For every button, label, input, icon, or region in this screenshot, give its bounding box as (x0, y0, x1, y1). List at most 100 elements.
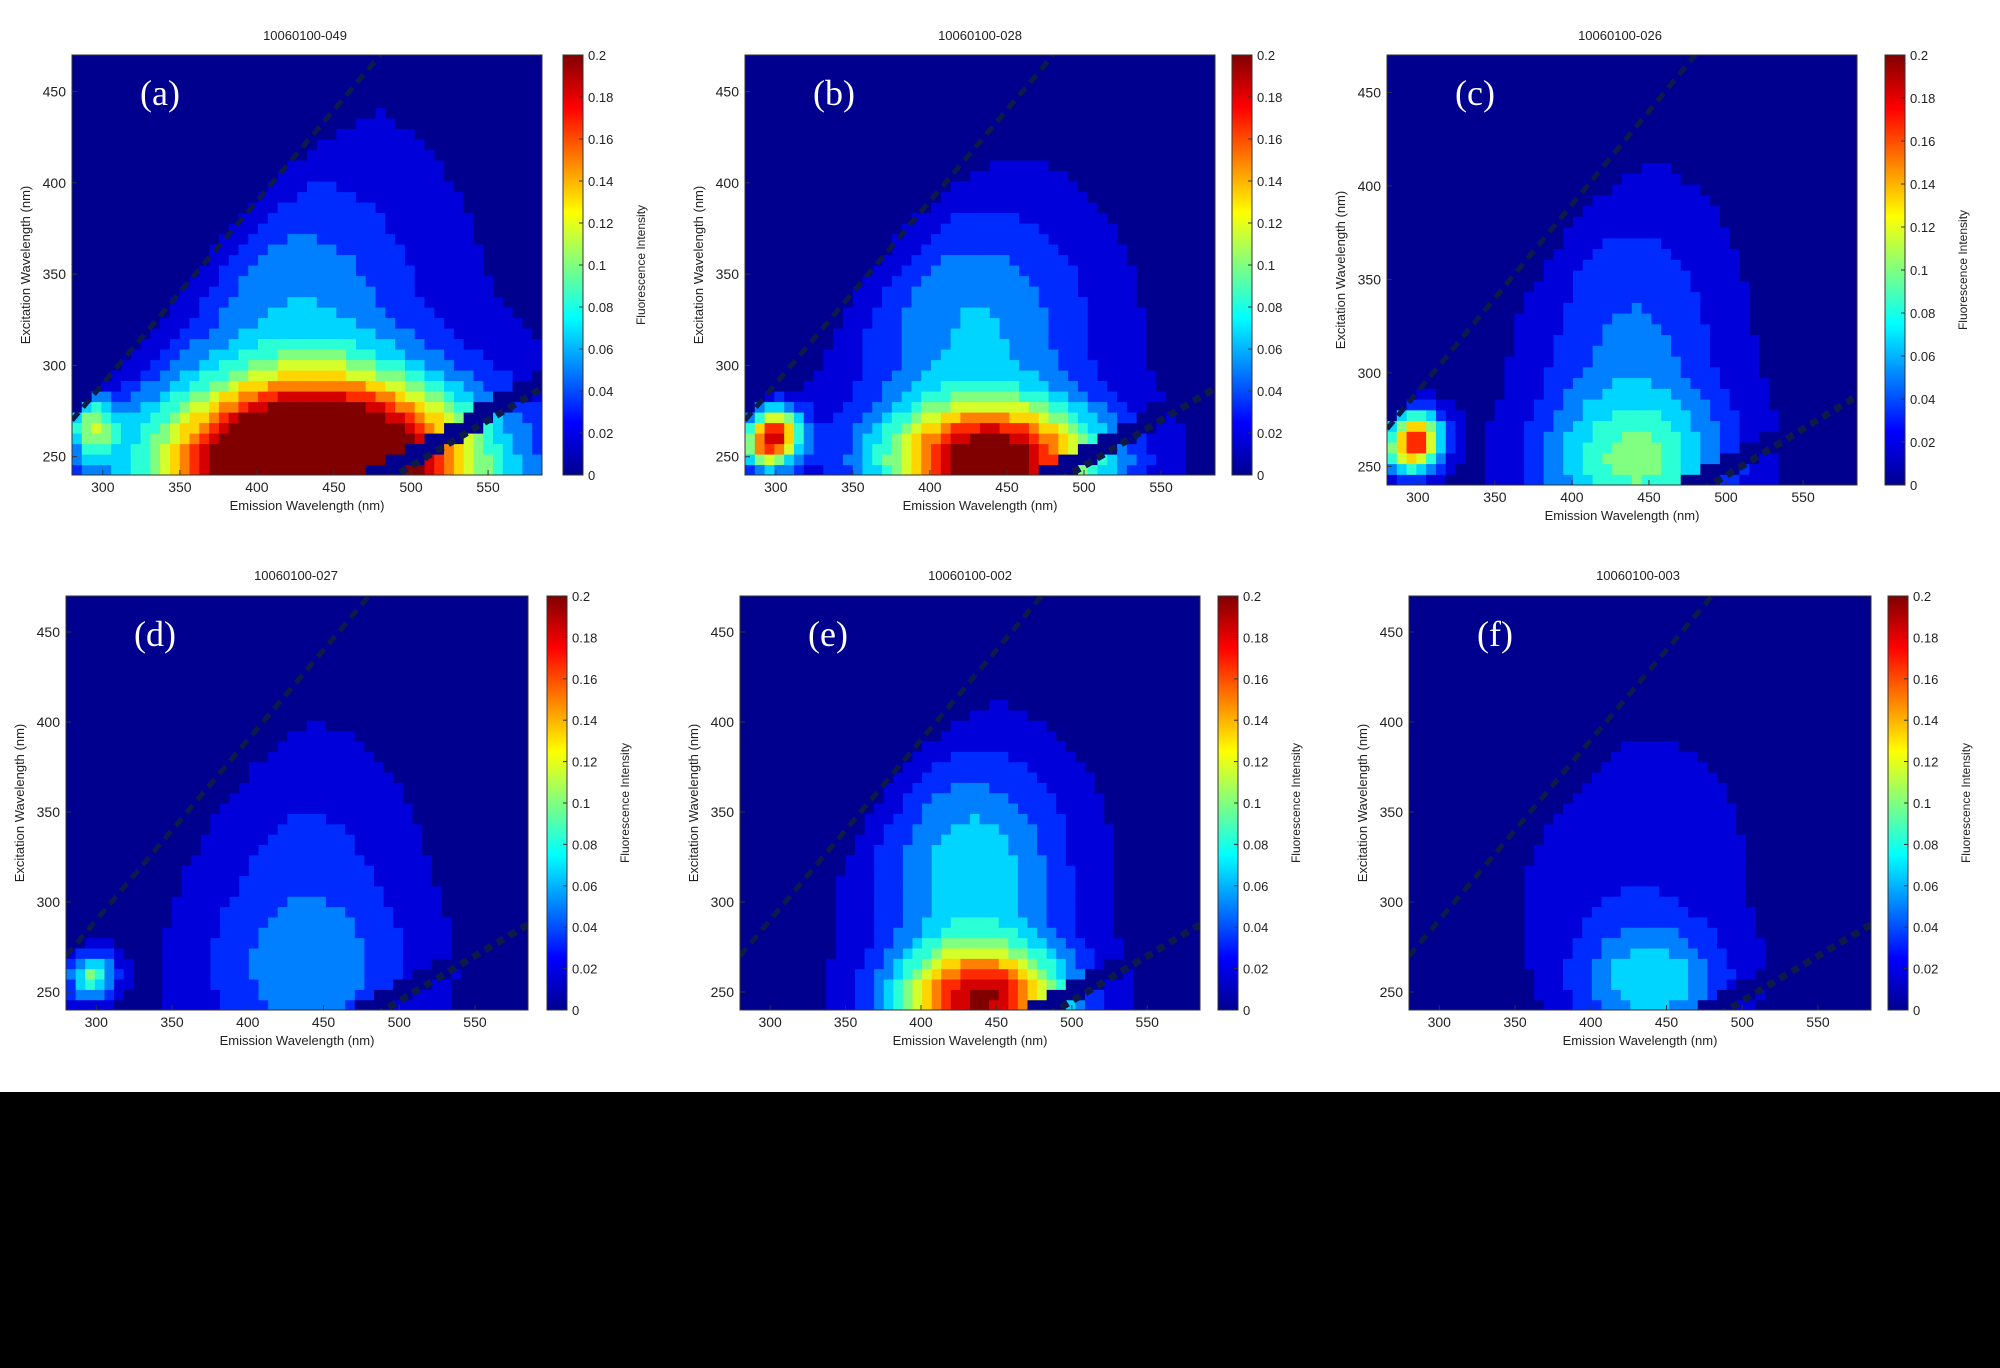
heatmap-cell (1514, 345, 1525, 357)
heatmap-cell (502, 202, 514, 214)
heatmap-cell (1504, 463, 1515, 475)
heatmap-cell (833, 265, 844, 277)
heatmap-cell (1631, 227, 1643, 239)
heatmap-cell (336, 170, 347, 182)
heatmap-cell (891, 212, 903, 224)
heatmap-cell (1494, 345, 1506, 357)
heatmap-cell (872, 244, 883, 256)
heatmap-cell (512, 128, 524, 140)
heatmap-cell (1524, 173, 1535, 185)
heatmap-cell (842, 86, 854, 98)
heatmap-cell (1612, 65, 1623, 78)
heatmap-cell (1136, 370, 1148, 382)
heatmap-cell (199, 107, 210, 119)
heatmap-cell (1107, 107, 1118, 119)
heatmap-cell (91, 223, 102, 235)
heatmap-cell (267, 86, 279, 98)
heatmap-cell (512, 170, 524, 182)
heatmap-cell (1166, 401, 1177, 413)
heatmap-cell (1205, 97, 1215, 109)
heatmap-cell (754, 254, 766, 266)
heatmap-cell (424, 443, 435, 455)
heatmap-cell (1175, 212, 1187, 224)
heatmap-cell (355, 128, 367, 140)
heatmap-cell (1563, 323, 1574, 336)
heatmap-cell (1426, 65, 1437, 78)
heatmap-cell (1612, 216, 1623, 228)
heatmap-cell (140, 296, 151, 308)
heatmap-cell (414, 160, 426, 172)
heatmap-cell (1019, 139, 1030, 151)
heatmap-cell (1573, 323, 1584, 336)
heatmap-cell (1426, 313, 1437, 325)
heatmap-cell (365, 233, 377, 245)
heatmap-cell (1455, 141, 1466, 153)
heatmap-cell (248, 97, 259, 109)
heatmap-cell (803, 97, 815, 109)
heatmap-cell (1058, 233, 1069, 245)
heatmap-cell (267, 349, 279, 361)
heatmap-cell (404, 286, 416, 298)
heatmap-cell (385, 223, 396, 235)
heatmap-cell (1058, 454, 1069, 466)
heatmap-cell (989, 286, 1001, 298)
heatmap-cell (1146, 149, 1157, 161)
heatmap-cell (911, 107, 922, 119)
heatmap-cell (823, 65, 834, 77)
heatmap-cell (444, 254, 455, 266)
heatmap-cell (1622, 194, 1633, 207)
heatmap-cell (1058, 212, 1069, 224)
heatmap-cell (532, 139, 542, 151)
heatmap-cell (1406, 409, 1417, 422)
heatmap-cell (960, 191, 971, 203)
heatmap-cell (862, 202, 873, 214)
heatmap-cell (1631, 302, 1643, 314)
heatmap-cell (774, 170, 785, 182)
heatmap-cell (267, 149, 279, 161)
heatmap-cell (444, 443, 455, 455)
heatmap-cell (493, 149, 504, 161)
heatmap-cell (199, 349, 210, 361)
heatmap-cell (1107, 244, 1118, 256)
heatmap-cell (1175, 307, 1187, 319)
heatmap-cell (424, 254, 435, 266)
heatmap-cell (297, 296, 308, 308)
heatmap-cell (238, 307, 249, 319)
heatmap-cell (803, 275, 815, 287)
heatmap-cell (803, 328, 815, 340)
heatmap-cell (1019, 170, 1030, 182)
heatmap-cell (1455, 119, 1466, 131)
heatmap-cell (1612, 420, 1623, 432)
heatmap-cell (980, 86, 991, 98)
heatmap-cell (1612, 184, 1623, 196)
rayleigh-scatter-band (72, 55, 383, 422)
heatmap-cell (1475, 227, 1486, 239)
heatmap-cell (1543, 291, 1555, 303)
heatmap-cell (882, 433, 893, 445)
heatmap-cell (1465, 259, 1476, 271)
heatmap-cell (493, 391, 504, 403)
heatmap-cell (336, 401, 347, 413)
heatmap-cell (316, 317, 328, 329)
heatmap-cell (1475, 119, 1486, 131)
heatmap-cell (189, 254, 200, 266)
heatmap-cell (355, 370, 367, 382)
heatmap-cell (1077, 433, 1089, 445)
heatmap-cell (326, 170, 337, 182)
heatmap-cell (1146, 317, 1157, 329)
heatmap-cell (1117, 191, 1128, 203)
heatmap-cell (493, 328, 504, 340)
heatmap-cell (872, 223, 883, 235)
heatmap-cell (1494, 108, 1506, 121)
heatmap-cell (502, 55, 514, 67)
heatmap-cell (160, 181, 171, 193)
heatmap-cell (1622, 474, 1633, 485)
heatmap-cell (1543, 65, 1555, 78)
heatmap-cell (1622, 452, 1633, 465)
heatmap-cell (940, 181, 952, 193)
heatmap-cell (745, 107, 756, 119)
heatmap-cell (803, 443, 815, 455)
heatmap-cell (1573, 87, 1584, 99)
heatmap-cell (1475, 184, 1486, 196)
heatmap-cell (258, 223, 269, 235)
